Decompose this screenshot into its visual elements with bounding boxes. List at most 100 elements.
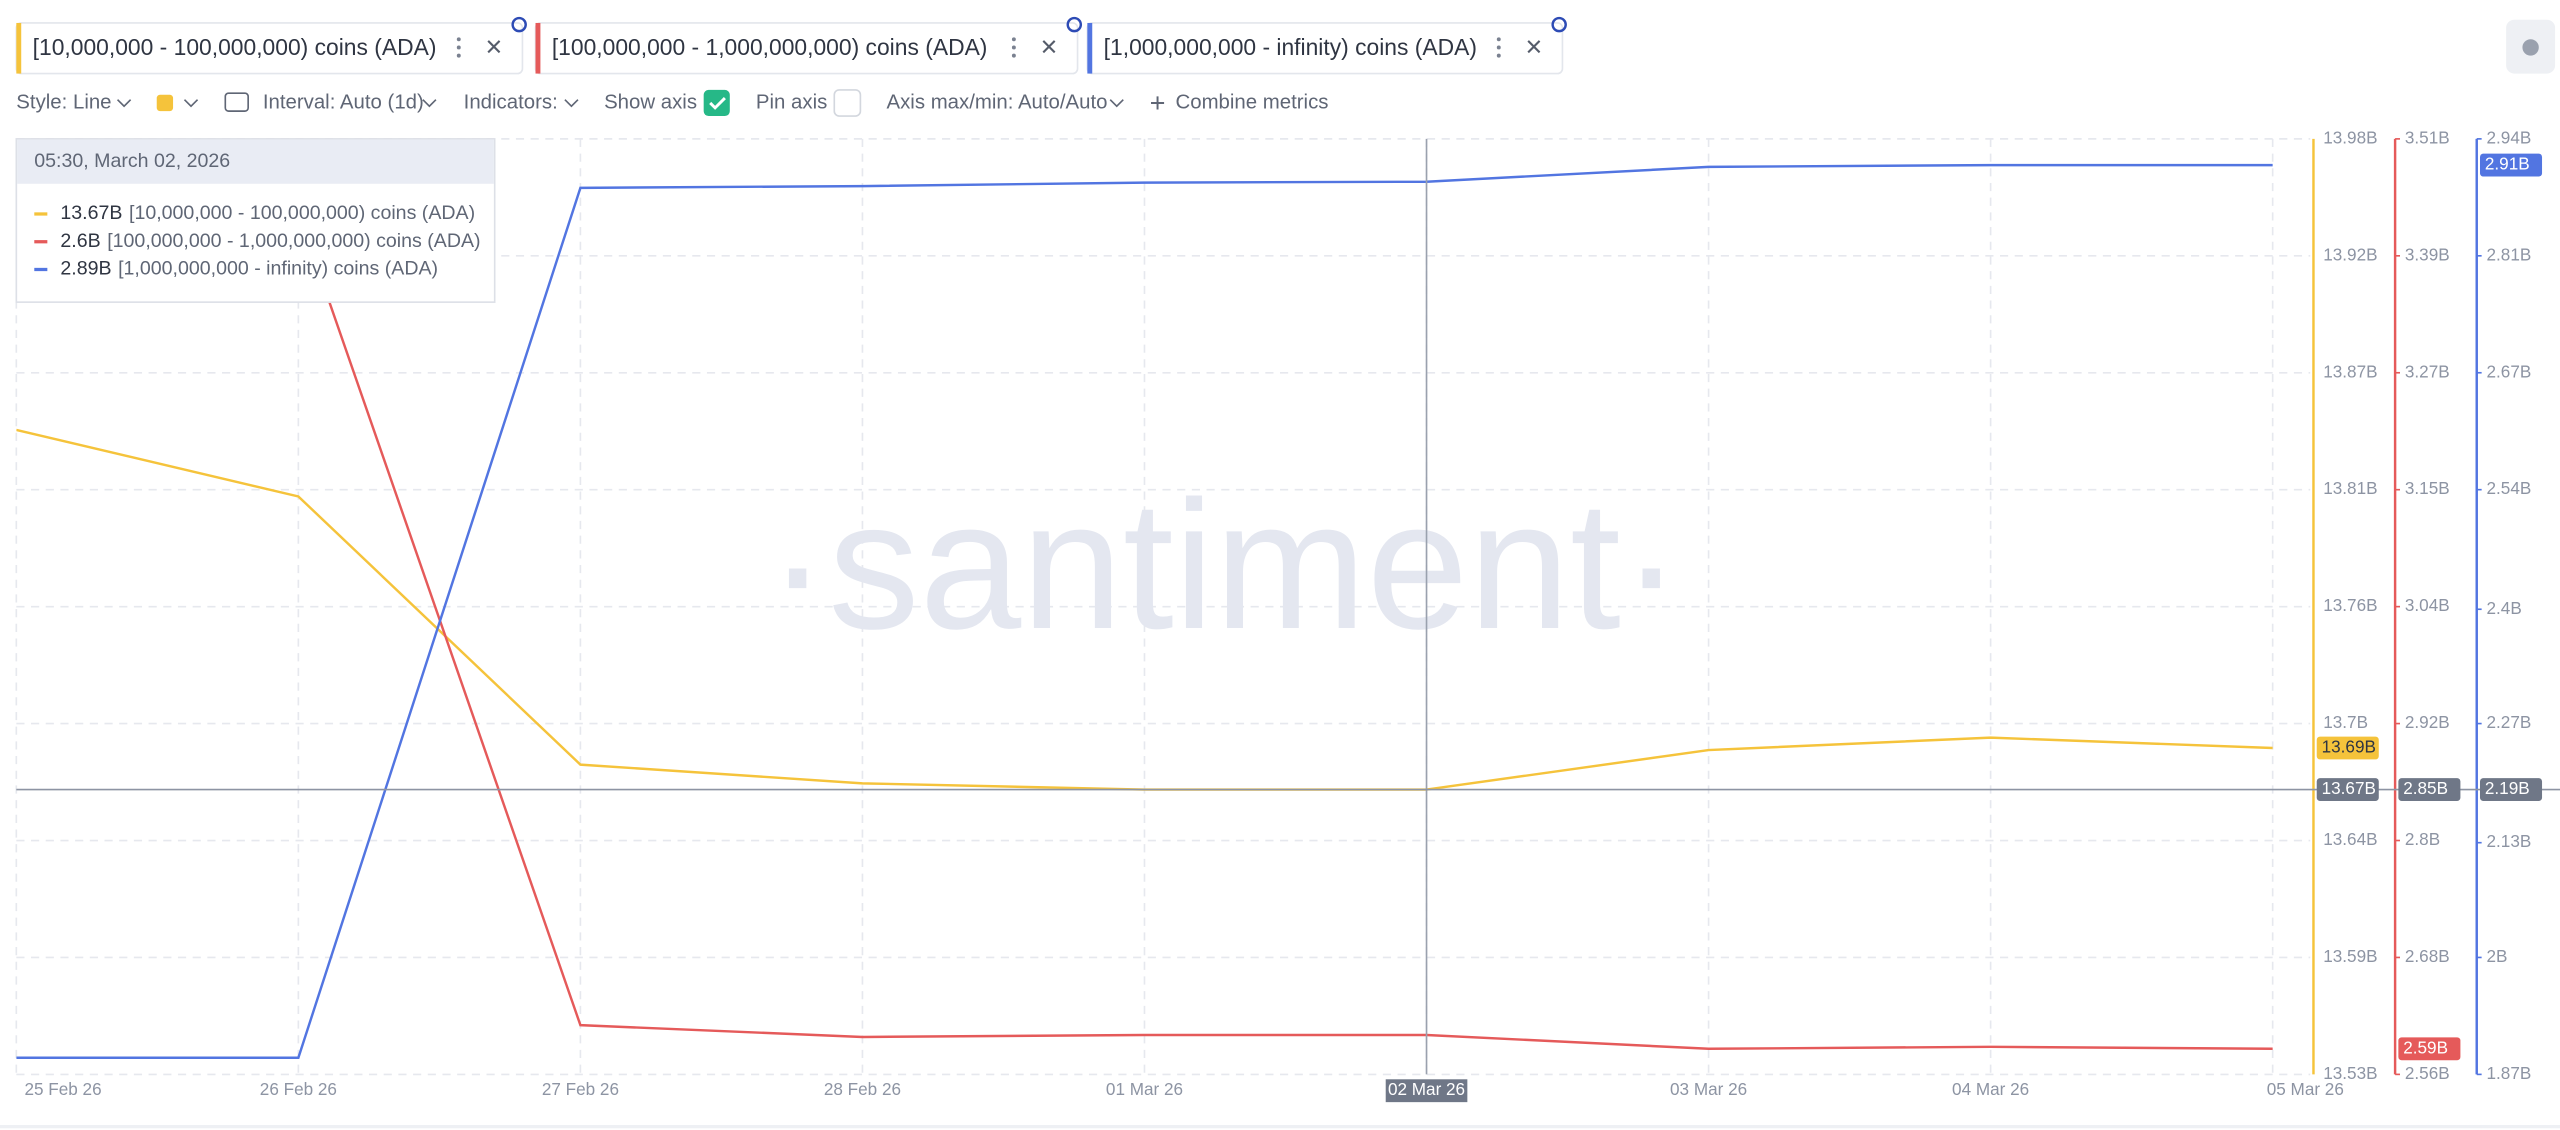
tab-menu-dot[interactable] xyxy=(1011,45,1016,50)
dropdown-chevron xyxy=(116,99,132,108)
tooltip-value: 13.67B xyxy=(60,202,122,224)
y-tick-label: 13.87B xyxy=(2323,361,2377,381)
dropdown-chevron xyxy=(564,99,579,108)
toolbar-item[interactable]: Style: Line xyxy=(16,91,111,113)
crosshair-badge xyxy=(2480,778,2543,802)
tab-color-bar xyxy=(1087,22,1093,74)
x-tick-label: 26 Feb 26 xyxy=(260,1079,337,1099)
x-label-highlight xyxy=(1385,1079,1468,1103)
y-tick-label: 3.51B xyxy=(2405,127,2450,147)
y-tick-label: 2.68B xyxy=(2405,946,2450,966)
crosshair-label: 13.67B xyxy=(2322,778,2376,798)
check-mark xyxy=(709,97,726,110)
tab-menu-dot[interactable] xyxy=(1011,37,1016,42)
y-tick-label: 13.76B xyxy=(2323,595,2377,615)
last-value-label: 13.69B xyxy=(2322,737,2376,757)
tooltip-name: [100,000,000 - 1,000,000,000) coins (ADA… xyxy=(107,230,480,252)
combine-plus xyxy=(1151,96,1165,110)
y-tick-label: 13.92B xyxy=(2323,244,2377,264)
y-tick-label: 13.64B xyxy=(2323,829,2377,849)
crosshair: 13.67B 2.85B 2.19B xyxy=(16,138,2560,1075)
y-tick-label: 1.87B xyxy=(2487,1063,2532,1083)
x-tick-label: 25 Feb 26 xyxy=(24,1079,101,1099)
tab-menu-dot[interactable] xyxy=(456,53,461,58)
tab-status-icon xyxy=(1551,16,1567,33)
tooltip-name: [1,000,000,000 - infinity) coins (ADA) xyxy=(118,258,438,280)
x-tick-label: 03 Mar 26 xyxy=(1670,1079,1747,1099)
y-tick-label: 2.94B xyxy=(2487,127,2532,147)
tab-menu-dot[interactable] xyxy=(1496,45,1501,50)
tab-color-bar xyxy=(535,22,541,74)
y-tick-label: 3.04B xyxy=(2405,595,2450,615)
dropdown-chevron xyxy=(183,99,199,108)
y-tick-label: 3.27B xyxy=(2405,361,2450,381)
tooltip-title: 05:30, March 02, 2026 xyxy=(34,150,230,172)
y-tick-label: 13.59B xyxy=(2323,946,2377,966)
tab-menu-dot[interactable] xyxy=(1496,53,1501,58)
x-tick-label: 04 Mar 26 xyxy=(1952,1079,2029,1099)
tab-menu-dot[interactable] xyxy=(1496,37,1501,42)
x-tick-label: 05 Mar 26 xyxy=(2267,1079,2344,1099)
color-picker[interactable] xyxy=(156,94,174,112)
settings-icon xyxy=(2522,39,2539,56)
last-value-label: 2.59B xyxy=(2403,1037,2448,1057)
dropdown-chevron xyxy=(1109,99,1124,108)
tabs: [10,000,000 - 100,000,000) coins (ADA) [1… xyxy=(15,16,1567,75)
watermark: ·santiment· xyxy=(767,462,1681,667)
y-tick-label: 2.81B xyxy=(2487,244,2532,264)
series-line xyxy=(16,157,2273,1051)
tooltip-header xyxy=(17,139,494,184)
crosshair-badge xyxy=(2398,778,2461,802)
tab-close[interactable] xyxy=(1527,40,1541,54)
toolbar-item[interactable]: Interval: Auto (1d) xyxy=(263,91,424,113)
last-value-badge xyxy=(2316,736,2379,760)
toolbar-item[interactable]: Pin axis xyxy=(756,91,827,113)
toolbar-item[interactable]: Axis max/min: Auto/Auto xyxy=(887,91,1108,113)
tab-label: [1,000,000,000 - infinity) coins (ADA) xyxy=(1104,34,1477,60)
y-tick-label: 2B xyxy=(2487,946,2508,966)
tab-menu-dot[interactable] xyxy=(1011,53,1016,58)
y-tick-label: 2.4B xyxy=(2487,598,2522,618)
y-tick-label: 13.81B xyxy=(2323,478,2377,498)
x-tick-label: 01 Mar 26 xyxy=(1106,1079,1183,1099)
y-tick-label: 2.27B xyxy=(2487,712,2532,732)
y-tick-label: 2.67B xyxy=(2487,361,2532,381)
y-tick-label: 3.39B xyxy=(2405,244,2450,264)
y-tick-label: 2.92B xyxy=(2405,712,2450,732)
y-tick-label: 2.8B xyxy=(2405,829,2440,849)
toolbar-item[interactable]: Show axis xyxy=(604,91,697,113)
show-axis-checkbox[interactable] xyxy=(703,89,730,117)
pin-axis-checkbox[interactable] xyxy=(833,89,862,117)
tooltip-name: [10,000,000 - 100,000,000) coins (ADA) xyxy=(129,202,475,224)
last-value-badge xyxy=(2480,153,2543,177)
toolbar-item[interactable]: Combine metrics xyxy=(1176,91,1329,113)
y-tick-label: 2.13B xyxy=(2487,831,2532,851)
last-value-badge xyxy=(2398,1037,2461,1061)
tooltip-value: 2.6B xyxy=(60,230,100,252)
axes: 25 Feb 26 26 Feb 26 27 Feb 26 28 Feb 26 01 M… xyxy=(24,127,2543,1103)
tab-status-icon xyxy=(511,16,527,33)
tooltip-value: 2.89B xyxy=(60,258,111,280)
toolbar: Style: Line Interval: Auto (1d) Indicators… xyxy=(16,89,1329,117)
x-tick-label: 28 Feb 26 xyxy=(824,1079,901,1099)
dropdown-chevron xyxy=(422,99,437,108)
tooltip: 05:30, March 02, 2026 13.67B [10,000,000 -… xyxy=(15,138,496,303)
crosshair-label: 2.85B xyxy=(2403,778,2448,798)
tab-menu-dot[interactable] xyxy=(456,45,461,50)
tab-menu-dot[interactable] xyxy=(456,37,461,42)
y-tick-label: 13.53B xyxy=(2323,1063,2377,1083)
x-tick-label: 27 Feb 26 xyxy=(542,1079,619,1099)
y-tick-label: 13.7B xyxy=(2323,712,2368,732)
tab-close[interactable] xyxy=(487,40,501,54)
tab-close[interactable] xyxy=(1042,40,1056,54)
tab-color-bar xyxy=(16,22,22,74)
x-tick-label: 02 Mar 26 xyxy=(1388,1079,1465,1099)
series-line xyxy=(16,163,2273,1059)
interval-icon xyxy=(224,92,249,112)
crosshair-label: 2.19B xyxy=(2485,778,2530,798)
tab-label: [100,000,000 - 1,000,000,000) coins (ADA… xyxy=(552,34,988,60)
toolbar-item[interactable]: Indicators: xyxy=(464,91,558,113)
last-value-label: 2.91B xyxy=(2485,154,2530,174)
y-tick-label: 13.98B xyxy=(2323,127,2377,147)
